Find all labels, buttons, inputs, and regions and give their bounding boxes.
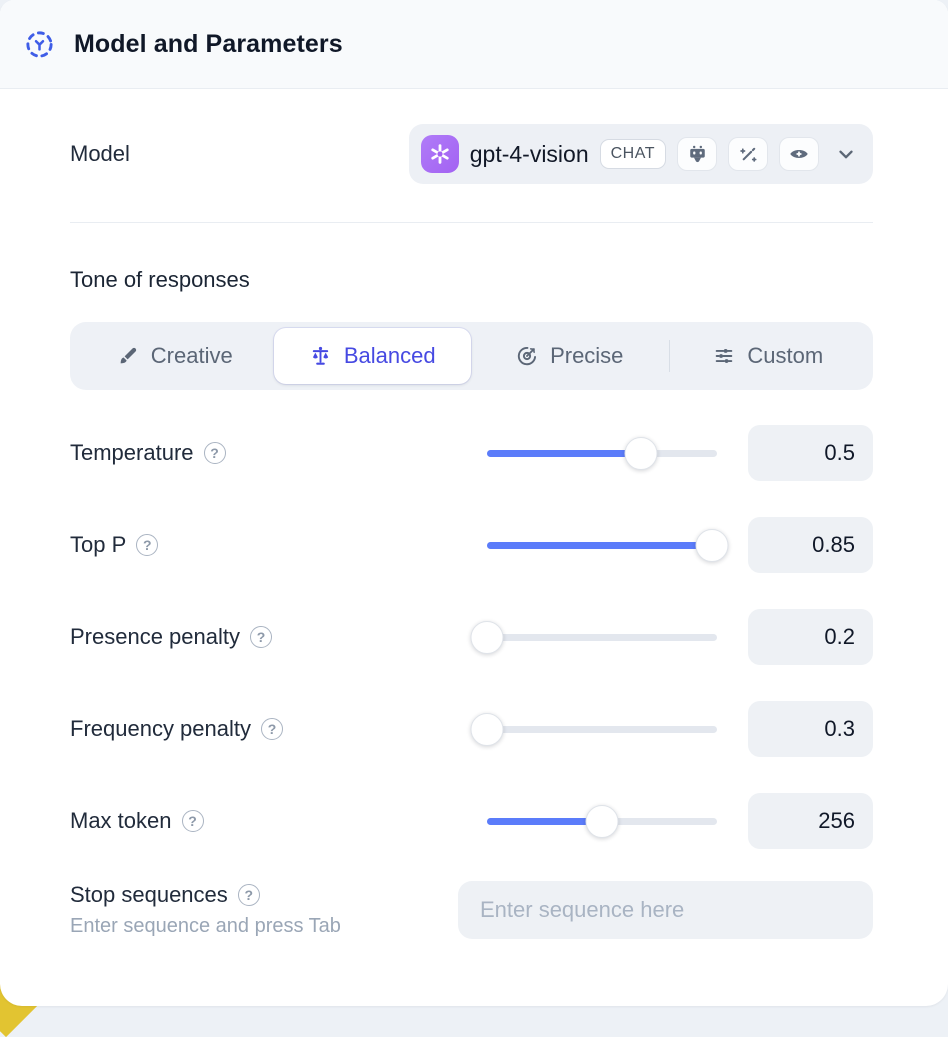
top-p-slider[interactable] [487,528,729,562]
help-icon[interactable]: ? [237,884,260,906]
robot-icon [677,137,717,171]
sliders-icon [716,349,733,363]
slider-fill [487,817,602,825]
tone-option-divider [668,340,670,372]
model-parameters-icon [24,29,55,60]
max-token-row: Max token ? 256 [70,775,873,867]
help-icon[interactable]: ? [181,810,204,832]
vision-eye-icon [779,137,819,171]
magic-wand-icon [728,137,768,171]
model-row: Model gpt-4-vi [70,124,873,184]
stop-sequence-input[interactable] [458,881,873,939]
tone-option-label: Balanced [343,343,436,368]
temperature-slider[interactable] [487,436,717,470]
section-divider [70,222,873,223]
temperature-label: Temperature [70,440,194,465]
help-icon[interactable]: ? [203,442,226,464]
slider-track[interactable] [487,725,717,733]
model-and-parameters-panel: Model and Parameters Model [0,0,948,1006]
chevron-down-icon [835,143,857,165]
tone-segmented-control: Creative Balanced [70,322,873,390]
slider-thumb[interactable] [470,712,504,746]
top-p-value[interactable]: 0.85 [748,517,873,573]
presence-penalty-label: Presence penalty [70,624,240,649]
parameter-rows: Temperature ? 0.5 Top P ? [70,407,873,867]
tone-option-balanced[interactable]: Balanced [273,328,471,384]
selected-model-name: gpt-4-vision [469,140,589,167]
tone-option-creative[interactable]: Creative [76,328,274,384]
tone-option-precise[interactable]: Precise [471,328,669,384]
frequency-penalty-row: Frequency penalty ? 0.3 [70,683,873,775]
stop-sequences-row: Stop sequences ? Enter sequence and pres… [70,881,873,939]
slider-track[interactable] [487,633,717,641]
model-label: Model [70,141,130,166]
slider-thumb[interactable] [695,528,729,562]
presence-penalty-value[interactable]: 0.2 [748,609,873,665]
tone-option-label: Precise [550,343,624,368]
frequency-penalty-value[interactable]: 0.3 [748,701,873,757]
max-token-slider[interactable] [487,804,717,838]
help-icon[interactable]: ? [136,534,159,556]
slider-thumb[interactable] [624,436,658,470]
tone-heading: Tone of responses [70,267,250,292]
temperature-row: Temperature ? 0.5 [70,407,873,499]
top-p-label: Top P [70,532,127,557]
slider-fill [487,541,713,549]
frequency-penalty-slider[interactable] [470,712,717,746]
slider-fill [487,449,642,457]
model-select-dropdown[interactable]: gpt-4-vision CHAT [408,124,873,184]
max-token-label: Max token [70,808,172,833]
top-p-row: Top P ? 0.85 [70,499,873,591]
slider-thumb[interactable] [585,804,619,838]
temperature-value[interactable]: 0.5 [748,425,873,481]
stop-sequences-label: Stop sequences [70,882,228,907]
help-icon[interactable]: ? [250,626,272,648]
stop-sequences-hint: Enter sequence and press Tab [70,915,341,937]
target-icon [517,346,537,366]
help-icon[interactable]: ? [261,718,283,740]
openai-logo [420,135,459,173]
tone-option-label: Creative [150,343,233,368]
tone-option-custom[interactable]: Custom [670,328,868,384]
max-token-value[interactable]: 256 [748,793,873,849]
frequency-penalty-label: Frequency penalty [70,716,251,741]
panel-title: Model and Parameters [74,29,343,58]
balance-scale-icon [312,346,329,365]
tone-option-label: Custom [747,343,824,368]
panel-header: Model and Parameters [0,0,948,89]
presence-penalty-slider[interactable] [470,620,717,654]
model-type-badge: CHAT [599,139,666,169]
slider-thumb[interactable] [470,620,504,654]
presence-penalty-row: Presence penalty ? 0.2 [70,591,873,683]
paintbrush-icon [120,347,136,364]
